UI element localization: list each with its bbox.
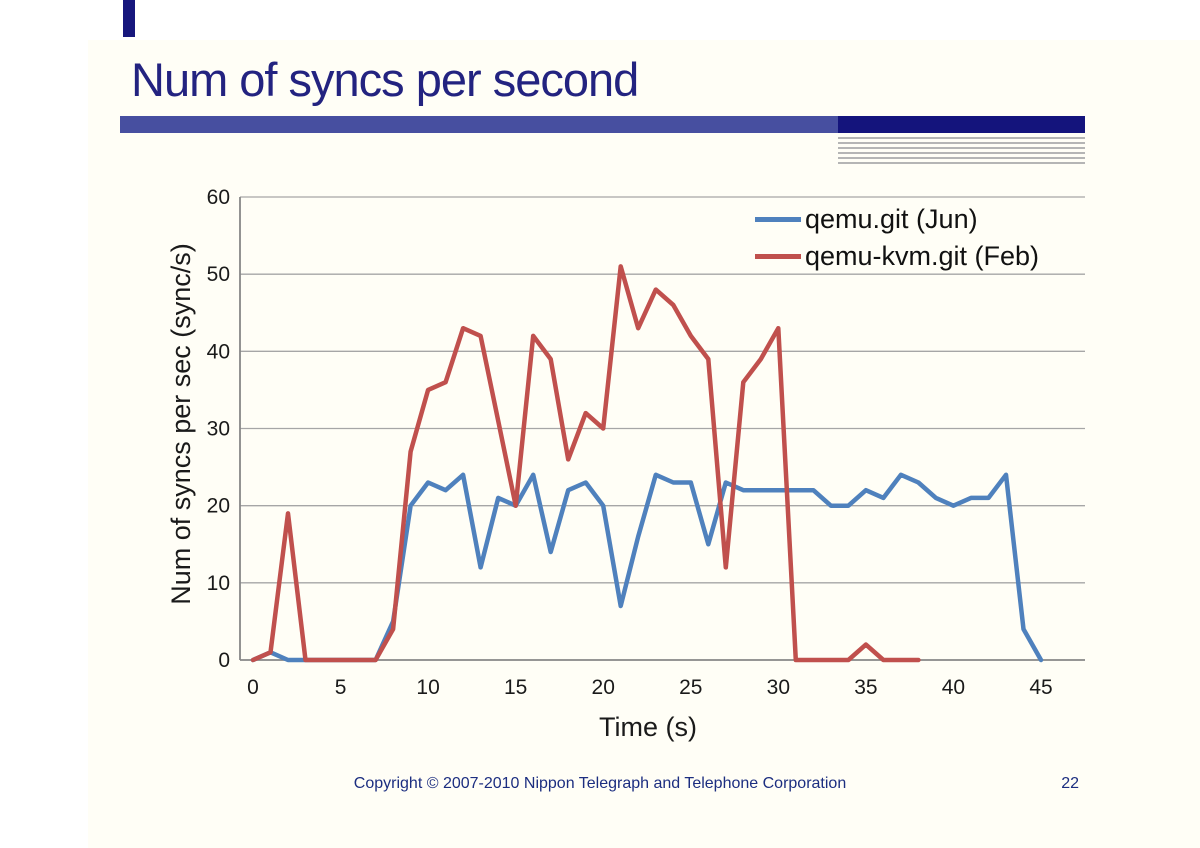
x-tick-label: 10 — [416, 676, 439, 699]
decorative-line — [838, 147, 1085, 149]
y-tick-label: 10 — [207, 572, 230, 595]
decorative-line — [838, 152, 1085, 154]
legend-label: qemu.git (Jun) — [805, 204, 978, 234]
decorative-line — [838, 162, 1085, 164]
chart-legend: qemu.git (Jun) qemu-kvm.git (Feb) — [755, 201, 1039, 275]
x-tick-label: 5 — [335, 676, 347, 699]
y-tick-label: 0 — [218, 649, 230, 672]
legend-label: qemu-kvm.git (Feb) — [805, 241, 1040, 271]
x-tick-label: 35 — [854, 676, 877, 699]
x-tick-label: 15 — [504, 676, 527, 699]
x-tick-label: 0 — [247, 676, 259, 699]
slide-background — [88, 40, 1200, 848]
title-underline-band — [120, 116, 838, 133]
decorative-line — [838, 137, 1085, 139]
series-line-0 — [250, 472, 1044, 663]
chart-series-lines — [250, 264, 1044, 663]
footer-copyright: Copyright © 2007-2010 Nippon Telegraph a… — [353, 775, 847, 792]
y-tick-label: 20 — [207, 495, 230, 518]
y-tick-label: 40 — [207, 340, 230, 363]
corner-accent-bar — [123, 0, 135, 37]
x-tick-label: 45 — [1029, 676, 1052, 699]
legend-line-swatch-blue — [755, 217, 801, 222]
y-tick-label: 50 — [207, 263, 230, 286]
y-axis-title: Num of syncs per sec (sync/s) — [166, 243, 196, 605]
x-tick-label: 25 — [679, 676, 702, 699]
series-line-1 — [250, 264, 921, 663]
legend-item-qemu-git: qemu.git (Jun) — [755, 201, 1039, 238]
decorative-line — [838, 157, 1085, 159]
legend-item-qemu-kvm-git: qemu-kvm.git (Feb) — [755, 238, 1039, 275]
x-tick-label: 30 — [767, 676, 790, 699]
x-axis-title: Time (s) — [599, 712, 697, 742]
y-tick-label: 30 — [207, 418, 230, 441]
decorative-line — [838, 142, 1085, 144]
slide-title: Num of syncs per second — [131, 53, 639, 106]
title-underline-band-accent — [838, 116, 1085, 133]
y-tick-label: 60 — [207, 186, 230, 209]
page-number: 22 — [1061, 775, 1079, 792]
chart-gridlines — [239, 196, 1085, 661]
x-tick-label: 20 — [592, 676, 615, 699]
chart-tick-labels: 0 5 10 15 20 25 30 35 40 45 0 10 20 30 40 50 60 — [207, 186, 1053, 699]
x-tick-label: 40 — [942, 676, 965, 699]
decorative-lines — [838, 137, 1085, 167]
legend-line-swatch-red — [755, 254, 801, 259]
